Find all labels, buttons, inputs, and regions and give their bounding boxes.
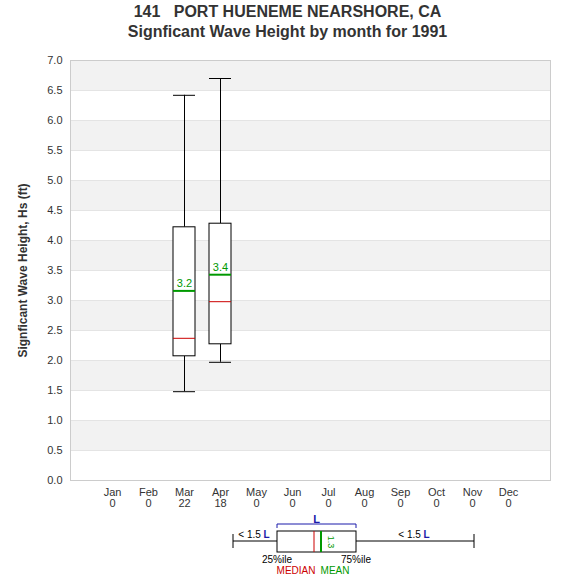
svg-text:May0: May0 (246, 486, 267, 509)
svg-text:Signficant Wave Height, Hs (ft: Signficant Wave Height, Hs (ft) (16, 183, 30, 357)
svg-text:< 1.5 L: < 1.5 L (398, 529, 429, 540)
svg-text:1.0: 1.0 (47, 414, 62, 426)
svg-text:25%ile: 25%ile (262, 554, 292, 565)
svg-text:Aug0: Aug0 (355, 486, 375, 509)
svg-text:2.0: 2.0 (47, 354, 62, 366)
svg-text:5.0: 5.0 (47, 174, 62, 186)
svg-text:L: L (313, 515, 320, 525)
svg-text:3.4: 3.4 (213, 261, 228, 273)
svg-text:0.5: 0.5 (47, 444, 62, 456)
svg-text:2.5: 2.5 (47, 324, 62, 336)
svg-text:< 1.5 L: < 1.5 L (238, 529, 269, 540)
svg-text:Jun0: Jun0 (284, 486, 302, 509)
html-text:Signficant Wave Height by mont: Signficant Wave Height by month for 1991 (127, 23, 448, 40)
svg-text:Mar22: Mar22 (175, 486, 194, 509)
svg-text:Dec0: Dec0 (499, 486, 519, 509)
svg-text:3.5: 3.5 (47, 264, 62, 276)
svg-text:1.5: 1.5 (47, 384, 62, 396)
svg-text:4.5: 4.5 (47, 204, 62, 216)
svg-text:6.5: 6.5 (47, 84, 62, 96)
svg-text:Jan0: Jan0 (104, 486, 122, 509)
svg-text:0.0: 0.0 (47, 474, 62, 486)
svg-text:MEDIAN: MEDIAN (277, 565, 316, 576)
svg-text:Apr18: Apr18 (212, 486, 229, 509)
svg-text:3.0: 3.0 (47, 294, 62, 306)
svg-text:Feb0: Feb0 (139, 486, 158, 509)
html-text:141 PORT HUENEME NEARSHORE, CA: 141 PORT HUENEME NEARSHORE, CA (133, 3, 442, 20)
svg-text:4.0: 4.0 (47, 234, 62, 246)
svg-text:Oct0: Oct0 (428, 486, 445, 509)
svg-text:1.3: 1.3 (326, 536, 336, 549)
svg-text:7.0: 7.0 (47, 54, 62, 66)
svg-text:Jul0: Jul0 (321, 486, 335, 509)
svg-text:Sep0: Sep0 (391, 486, 411, 509)
svg-text:6.0: 6.0 (47, 114, 62, 126)
svg-text:3.2: 3.2 (177, 277, 192, 289)
svg-text:Nov0: Nov0 (463, 486, 483, 509)
svg-text:5.5: 5.5 (47, 144, 62, 156)
svg-text:75%ile: 75%ile (341, 554, 371, 565)
svg-text:MEAN: MEAN (321, 565, 350, 576)
